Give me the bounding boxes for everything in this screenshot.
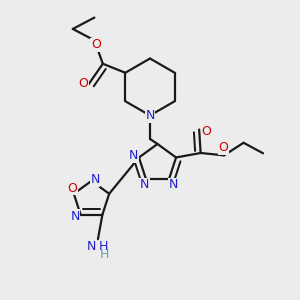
Text: O: O — [68, 182, 77, 195]
Text: H: H — [100, 248, 109, 261]
Text: O: O — [78, 77, 88, 90]
Text: O: O — [91, 38, 101, 51]
Text: N: N — [169, 178, 178, 191]
Text: N: N — [90, 173, 100, 186]
Text: N: N — [145, 109, 155, 122]
Text: N: N — [70, 209, 80, 223]
Text: N: N — [140, 178, 149, 191]
Text: O: O — [202, 124, 212, 138]
Text: N: N — [129, 149, 138, 163]
Text: O: O — [218, 141, 228, 154]
Text: N: N — [87, 240, 97, 253]
Text: H: H — [99, 240, 108, 253]
